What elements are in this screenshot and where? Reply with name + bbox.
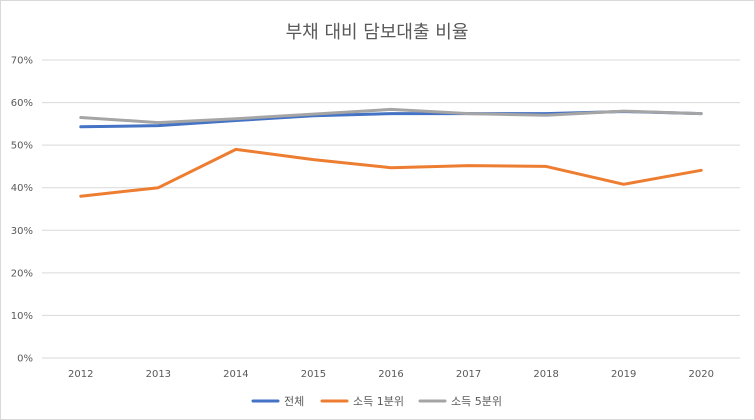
- y-tick-label: 70%: [11, 56, 33, 67]
- x-tick-label: 2016: [378, 369, 403, 380]
- y-tick-label: 60%: [11, 98, 33, 109]
- legend-item-2: 소득 1분위: [320, 395, 404, 408]
- y-tick-label: 50%: [11, 141, 33, 152]
- chart-title: 부채 대비 담보대출 비율: [286, 22, 469, 43]
- y-tick-label: 30%: [11, 226, 33, 237]
- series-line-2: [79, 147, 703, 198]
- x-axis-labels: 2012 2013 2014 2015 2016 2017 2018 2019 2020: [68, 369, 714, 380]
- x-tick-label: 2019: [611, 369, 636, 380]
- gridlines: [42, 59, 740, 359]
- y-tick-label: 20%: [11, 268, 33, 279]
- x-tick-label: 2018: [533, 369, 558, 380]
- y-tick-label: 40%: [11, 183, 33, 194]
- y-tick-label: 0%: [17, 354, 33, 365]
- legend-label: 전체: [284, 395, 304, 408]
- x-tick-label: 2015: [301, 369, 326, 380]
- x-tick-label: 2012: [68, 369, 93, 380]
- y-axis-labels: 0% 10% 20% 30% 40% 50% 60% 70%: [11, 56, 33, 365]
- legend-item-3: 소득 5분위: [418, 395, 502, 408]
- series-lines: [79, 107, 703, 198]
- legend-item-1: 전체: [251, 395, 304, 408]
- x-tick-label: 2020: [688, 369, 713, 380]
- x-tick-label: 2013: [146, 369, 171, 380]
- y-tick-label: 10%: [11, 311, 33, 322]
- legend: 전체 소득 1분위 소득 5분위: [251, 395, 502, 408]
- legend-label: 소득 5분위: [451, 395, 502, 408]
- series-line-3: [79, 107, 703, 125]
- series-line-1: [79, 110, 703, 129]
- x-tick-label: 2017: [456, 369, 481, 380]
- x-tick-label: 2014: [223, 369, 248, 380]
- y-axis: 0% 10% 20% 30% 40% 50% 60% 70%: [11, 56, 740, 365]
- legend-label: 소득 1분위: [353, 395, 404, 408]
